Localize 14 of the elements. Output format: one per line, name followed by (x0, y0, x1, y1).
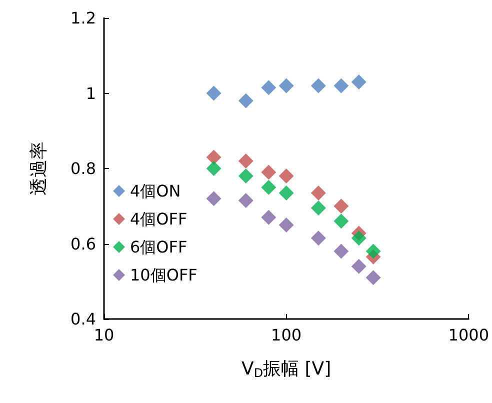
legend-label: 6個OFF (130, 238, 188, 256)
x-tick-label: 100 (271, 326, 302, 344)
y-tick-label: 0.6 (70, 234, 96, 254)
y-tick-label: 0.4 (70, 310, 96, 328)
legend-label: 4個OFF (130, 210, 188, 228)
y-axis-title: 透過率 (28, 142, 50, 196)
y-tick-label: 1 (86, 84, 96, 103)
x-axis-title: VD振幅 [V] (241, 358, 332, 380)
y-tick-label: 0.8 (70, 159, 96, 178)
legend-label: 4個ON (130, 182, 181, 200)
x-tick-label: 1000 (448, 326, 489, 344)
y-tick-label: 1.2 (70, 8, 96, 28)
legend-label: 10個OFF (130, 266, 198, 284)
x-tick-label: 10 (94, 326, 114, 344)
